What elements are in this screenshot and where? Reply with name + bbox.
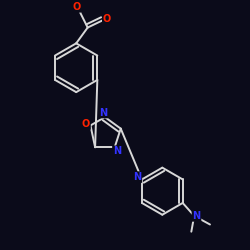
Text: O: O xyxy=(103,14,111,24)
Text: N: N xyxy=(100,108,108,118)
Text: N: N xyxy=(133,172,141,182)
Text: O: O xyxy=(72,2,80,12)
Text: O: O xyxy=(82,119,90,129)
Text: N: N xyxy=(113,146,121,156)
Text: N: N xyxy=(192,211,200,221)
